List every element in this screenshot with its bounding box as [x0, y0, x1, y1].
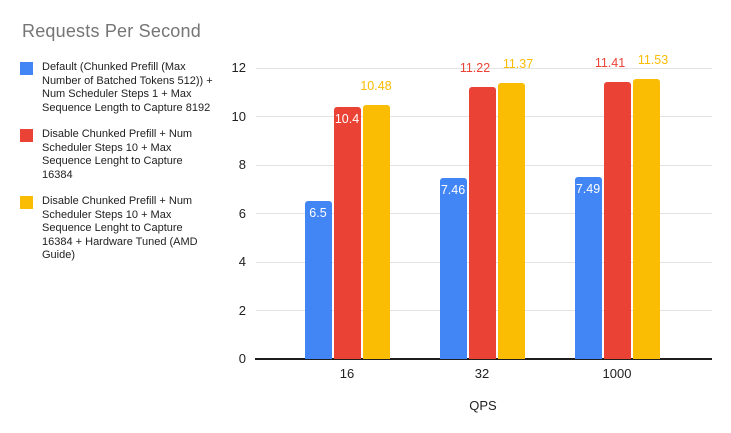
bar-value-label: 6.5: [309, 206, 327, 221]
y-tick-label: 10: [231, 108, 246, 124]
y-tick-label: 12: [231, 60, 246, 75]
legend: Default (Chunked Prefill (Max Number of …: [20, 61, 220, 263]
bar-value-label: 10.4: [334, 111, 360, 126]
bar-value-label: 11.53: [637, 53, 669, 68]
y-tick-label: 4: [238, 254, 246, 269]
legend-swatch-red-icon: [20, 129, 33, 142]
legend-item-yellow: Disable Chunked Prefill + Num Scheduler …: [20, 195, 220, 263]
bar-value-label: 11.22: [459, 60, 491, 75]
legend-item-label: Disable Chunked Prefill + Num Scheduler …: [42, 195, 198, 261]
bar-red-1000: [603, 82, 631, 359]
bar-value-label: 7.46: [440, 183, 466, 198]
bar-blue-1000: [574, 177, 602, 359]
y-tick-label: 0: [238, 351, 246, 366]
bar-value-label: 7.49: [575, 182, 601, 197]
gridline: [256, 67, 712, 69]
bar-red-32: [468, 86, 496, 359]
legend-item-blue: Default (Chunked Prefill (Max Number of …: [20, 61, 220, 115]
bar-yellow-1000: [632, 79, 660, 359]
bar-blue-16: [304, 201, 332, 359]
y-tick-label: 8: [238, 157, 246, 172]
legend-item-red: Disable Chunked Prefill + Num Scheduler …: [20, 128, 220, 182]
x-tick-label: 1000: [602, 366, 632, 381]
y-tick-label: 2: [238, 302, 246, 318]
chart-title: Requests Per Second: [22, 21, 201, 41]
x-axis-title: QPS: [469, 398, 497, 413]
x-axis-line: [255, 358, 712, 360]
legend-swatch-blue-icon: [20, 62, 33, 75]
bar-value-label: 10.48: [360, 78, 392, 93]
legend-item-label: Default (Chunked Prefill (Max Number of …: [42, 61, 213, 114]
bar-yellow-16: [362, 104, 390, 359]
bar-value-label: 11.37: [502, 57, 534, 72]
legend-item-label: Disable Chunked Prefill + Num Scheduler …: [42, 128, 193, 181]
y-tick-label: 6: [238, 205, 246, 221]
legend-swatch-yellow-icon: [20, 196, 33, 209]
bar-yellow-32: [497, 83, 525, 359]
bar-value-label: 11.41: [594, 56, 626, 71]
bar-blue-32: [439, 178, 467, 359]
bar-red-16: [333, 106, 361, 359]
x-tick-label: 32: [474, 366, 490, 381]
x-tick-label: 16: [339, 366, 355, 381]
